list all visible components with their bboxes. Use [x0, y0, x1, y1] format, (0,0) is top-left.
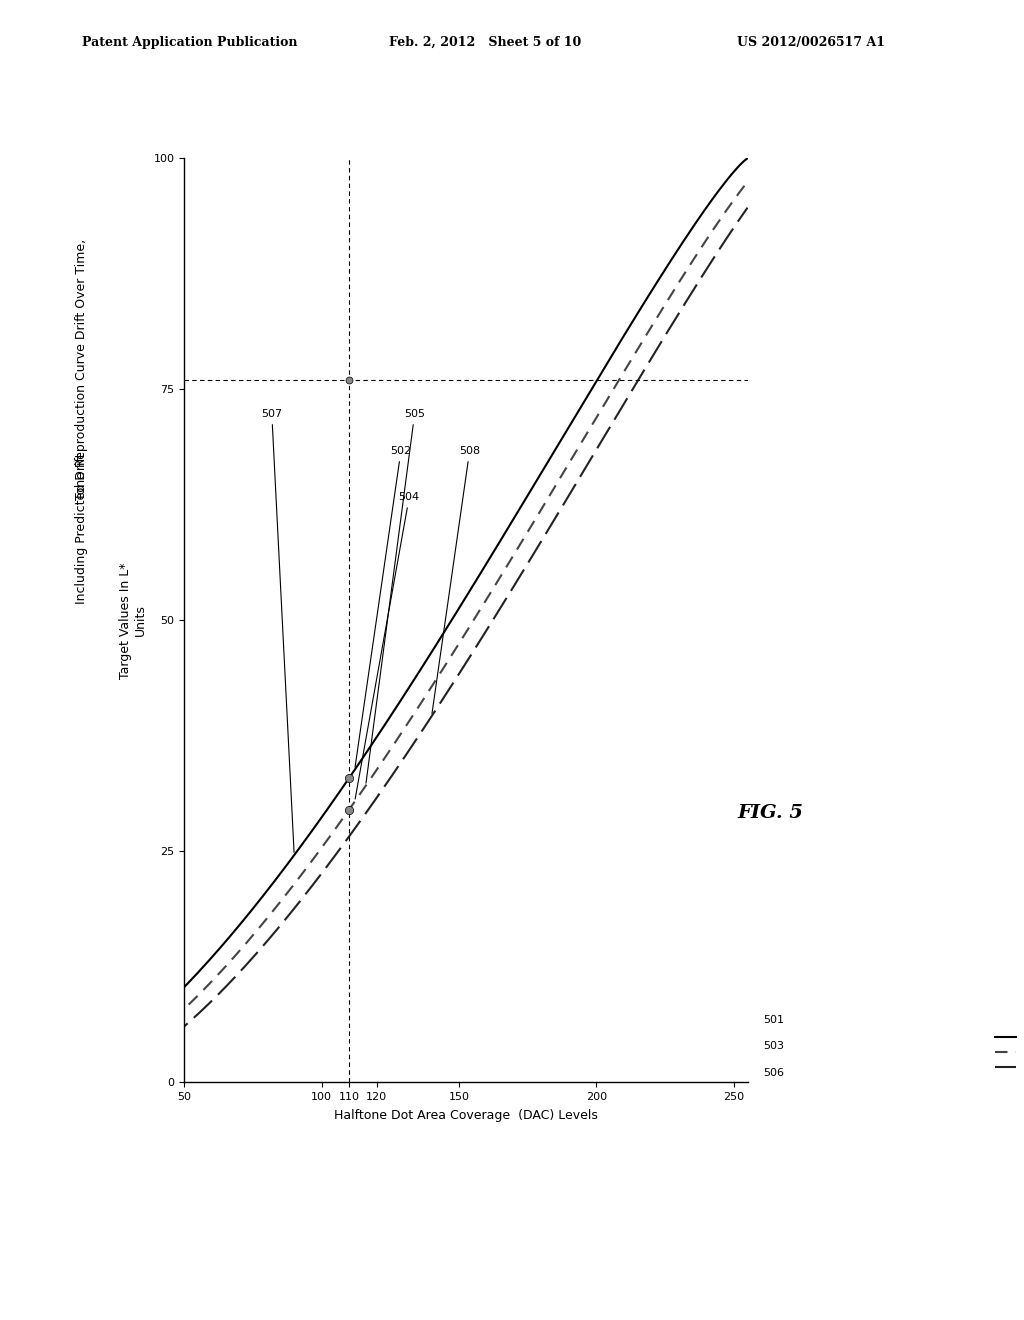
Predicted Drift of Color Reproduction Curve at some future time: [41, 1074, 53, 1090]
Color Reproduction Curve for Target: [125, 1028, 137, 1044]
Legend: Color Reproduction Curve for Target, Measured Drift of Color Reproduction Curve,: Color Reproduction Curve for Target, Mea…: [991, 1028, 1024, 1077]
Text: 506: 506: [763, 1068, 784, 1078]
Text: Feb. 2, 2012   Sheet 5 of 10: Feb. 2, 2012 Sheet 5 of 10: [389, 36, 582, 49]
Predicted Drift of Color Reproduction Curve at some future time: [550, 508, 562, 524]
Text: US 2012/0026517 A1: US 2012/0026517 A1: [737, 36, 886, 49]
Measured Drift of Color Reproduction Curve: [318, 836, 331, 851]
Line: Measured Drift of Color Reproduction Curve: Measured Drift of Color Reproduction Cur…: [47, 182, 748, 1082]
Text: 502: 502: [355, 446, 412, 767]
Measured Drift of Color Reproduction Curve: [547, 483, 559, 499]
Text: 507: 507: [261, 409, 294, 853]
Text: 504: 504: [355, 492, 420, 799]
Measured Drift of Color Reproduction Curve: [125, 1045, 137, 1061]
Y-axis label: Target Values In L*
Units: Target Values In L* Units: [119, 562, 146, 678]
Color Reproduction Curve for Target: [269, 873, 282, 888]
Text: 505: 505: [366, 409, 425, 783]
Text: 508: 508: [432, 446, 480, 714]
Predicted Drift of Color Reproduction Curve at some future time: [547, 515, 559, 531]
Text: FIG. 5: FIG. 5: [737, 804, 803, 822]
Text: 503: 503: [763, 1041, 784, 1052]
Text: Patent Application Publication: Patent Application Publication: [82, 36, 297, 49]
Predicted Drift of Color Reproduction Curve at some future time: [125, 1057, 137, 1073]
Predicted Drift of Color Reproduction Curve at some future time: [318, 862, 331, 878]
Text: Tone Reproduction Curve Drift Over Time,: Tone Reproduction Curve Drift Over Time,: [76, 239, 88, 500]
Predicted Drift of Color Reproduction Curve at some future time: [269, 924, 282, 940]
Color Reproduction Curve for Target: [481, 553, 494, 569]
Measured Drift of Color Reproduction Curve: [481, 590, 494, 606]
Measured Drift of Color Reproduction Curve: [550, 477, 562, 492]
Text: Including Predicted Drift: Including Predicted Drift: [76, 453, 88, 603]
Line: Predicted Drift of Color Reproduction Curve at some future time: Predicted Drift of Color Reproduction Cu…: [47, 207, 748, 1082]
X-axis label: Halftone Dot Area Coverage  (DAC) Levels: Halftone Dot Area Coverage (DAC) Levels: [334, 1109, 598, 1122]
Measured Drift of Color Reproduction Curve: [269, 900, 282, 916]
Predicted Drift of Color Reproduction Curve at some future time: [741, 199, 754, 215]
Color Reproduction Curve for Target: [550, 440, 562, 455]
Text: 501: 501: [763, 1015, 784, 1026]
Measured Drift of Color Reproduction Curve: [41, 1074, 53, 1090]
Measured Drift of Color Reproduction Curve: [741, 174, 754, 190]
Color Reproduction Curve for Target: [741, 150, 754, 166]
Color Reproduction Curve for Target: [41, 1074, 53, 1090]
Predicted Drift of Color Reproduction Curve at some future time: [481, 620, 494, 636]
Line: Color Reproduction Curve for Target: Color Reproduction Curve for Target: [47, 158, 748, 1082]
Color Reproduction Curve for Target: [547, 446, 559, 462]
Color Reproduction Curve for Target: [318, 805, 331, 821]
